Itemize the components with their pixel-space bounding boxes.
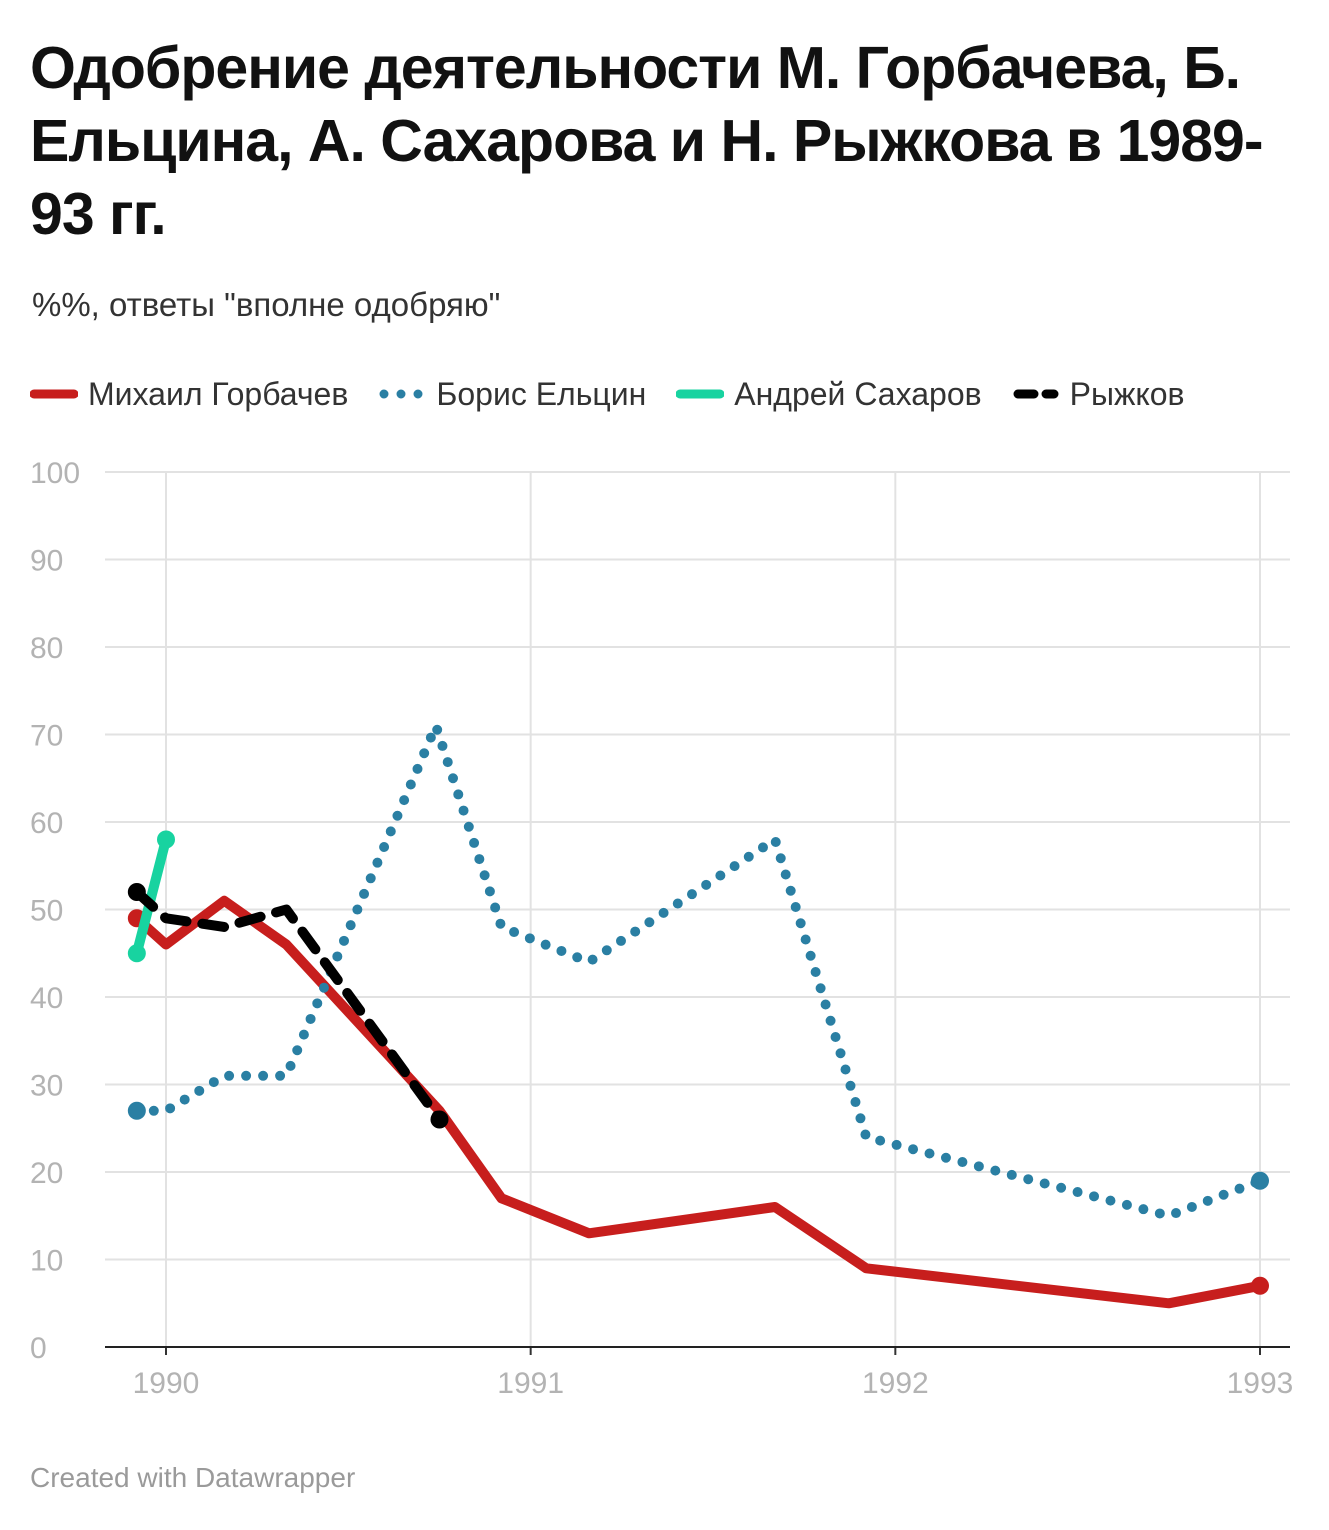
legend-item-sakharov: Андрей Сахаров [676,375,982,413]
line-chart: 0 10 20 30 40 50 60 70 80 90 100 1990 1991 1992 1993 [30,457,1294,1400]
x-tick-label: 1992 [862,1367,929,1400]
chart-subtitle: %%, ответы "вполне одобряю" [32,286,501,323]
series-4 [127,883,449,1129]
series-start-point [127,1101,146,1120]
series-start-point [127,944,146,963]
x-tick-label: 1991 [497,1367,564,1400]
y-tick-label: 40 [30,982,63,1015]
x-tick-label: 1990 [133,1367,200,1400]
y-tick-label: 30 [30,1070,63,1103]
legend: Михаил Горбачев Борис Ельцин Андрей Саха… [30,372,1215,416]
series-3 [127,830,175,963]
series-2 [127,720,1269,1221]
legend-item-yeltsin: Борис Ельцин [378,376,646,413]
y-tick-label: 0 [30,1332,47,1365]
series-start-point [127,883,146,901]
series-line [131,834,171,959]
x-tick-label: 1993 [1227,1367,1294,1400]
series-line [131,895,1265,1309]
series-layer [127,720,1269,1309]
series-end-point [157,830,175,849]
y-tick-label: 70 [30,720,63,753]
legend-swatch-dotted-blue [379,389,425,399]
series-end-point [1251,1171,1269,1190]
chart-title: Одобрение деятельности М. Горбачева, Б. … [30,35,1263,247]
y-tick-label: 100 [30,457,80,490]
legend-label: Михаил Горбачев [88,375,349,412]
y-tick-label: 60 [30,807,63,840]
legend-label: Борис Ельцин [436,375,647,412]
footer-credit: Created with Datawrapper [30,1462,356,1493]
legend-item-ryzhkov: Рыжков [1012,376,1185,413]
legend-swatch-dashed-black [1013,389,1059,399]
series-end-point [430,1110,449,1129]
y-tick-label: 80 [30,632,63,665]
y-tick-label: 20 [30,1157,63,1190]
series-1 [127,895,1269,1309]
series-end-point [1251,1276,1269,1295]
legend-label: Андрей Сахаров [734,375,982,412]
series-line [131,720,1265,1221]
y-tick-label: 10 [30,1245,63,1278]
legend-item-gorbachev: Михаил Горбачев [30,376,348,413]
legend-swatch-solid-green [676,389,725,399]
legend-label: Рыжков [1069,375,1185,412]
legend-swatch-solid-red [30,389,78,399]
x-axis: 1990 1991 1992 1993 [133,1367,1294,1400]
y-axis: 0 10 20 30 40 50 60 70 80 90 100 [30,457,80,1365]
y-tick-label: 50 [30,895,63,928]
series-line [131,887,445,1125]
y-tick-label: 90 [30,545,63,578]
grid [105,471,1290,1355]
